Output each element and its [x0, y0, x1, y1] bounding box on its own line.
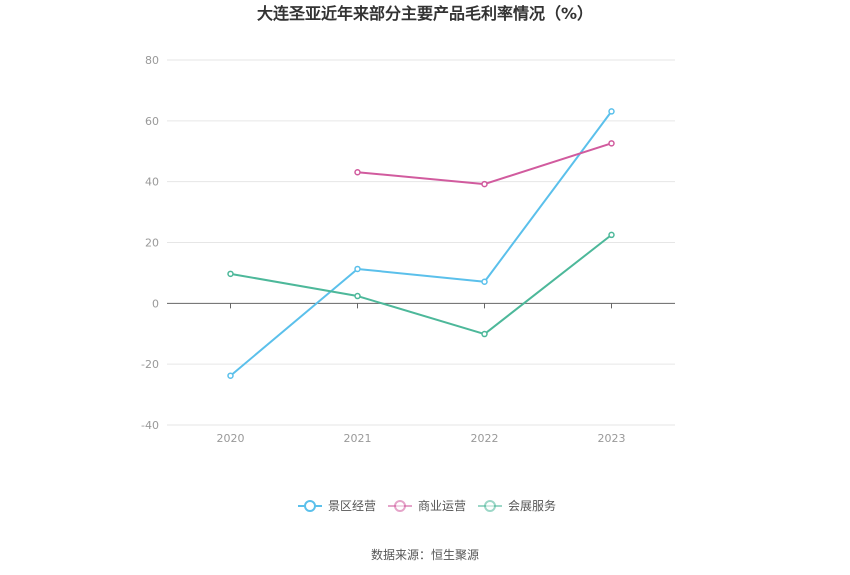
- data-point: [481, 330, 488, 338]
- grid-lines: [167, 59, 675, 426]
- data-point: [481, 180, 488, 188]
- legend-swatch-marker: [394, 500, 406, 512]
- legend-swatch-marker: [304, 500, 316, 512]
- y-tick-label: 20: [145, 237, 159, 250]
- data-point: [608, 108, 615, 115]
- y-tick-label: -20: [141, 358, 159, 371]
- legend-label: 会展服务: [508, 498, 556, 513]
- data-point: [227, 270, 234, 278]
- y-axis-ticks: 80 60 40 20 0 -20 -40: [141, 54, 159, 432]
- legend-label: 景区经营: [328, 499, 376, 513]
- series-1: [227, 108, 615, 379]
- data-point: [227, 372, 234, 379]
- x-tick-label: 2021: [344, 432, 372, 445]
- y-tick-label: -40: [141, 419, 159, 432]
- data-point: [608, 140, 615, 147]
- data-point: [354, 265, 361, 273]
- legend-label: 商业运营: [418, 498, 466, 513]
- data-point: [481, 278, 488, 285]
- legend-item-3: 会展服务: [478, 498, 556, 513]
- x-tick-label: 2023: [598, 432, 626, 445]
- series-2: [354, 140, 615, 188]
- data-point: [608, 231, 615, 239]
- series-3: [227, 231, 615, 338]
- series-line: [230, 234, 613, 336]
- data-point: [354, 292, 361, 300]
- series-line: [229, 110, 613, 377]
- source-note: 数据来源：恒生聚源: [371, 547, 479, 562]
- series-group: [227, 108, 615, 379]
- legend-item-2: 商业运营: [388, 498, 466, 513]
- x-tick-label: 2020: [217, 432, 245, 445]
- y-tick-label: 40: [145, 176, 159, 189]
- legend-item-1: 景区经营: [298, 499, 376, 513]
- y-tick-label: 0: [152, 297, 159, 310]
- chart-title: 大连圣亚近年来部分主要产品毛利率情况（%）: [257, 4, 593, 23]
- x-axis: 2020 2021 2022 2023: [217, 303, 626, 445]
- x-tick-label: 2022: [471, 432, 499, 445]
- y-tick-label: 60: [145, 115, 159, 128]
- y-tick-label: 80: [145, 54, 159, 67]
- data-point: [354, 168, 361, 176]
- legend-swatch-marker: [484, 500, 496, 512]
- legend: 景区经营 商业运营 会展服务: [298, 498, 556, 513]
